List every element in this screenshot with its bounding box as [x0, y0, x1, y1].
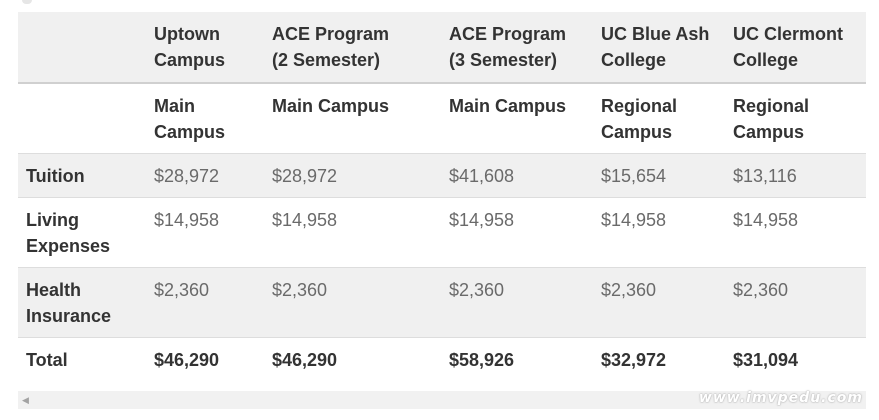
campus-type-cell: Regional Campus	[593, 83, 725, 154]
header-cell-clermont: UC Clermont College	[725, 12, 866, 84]
table-row-total: Total $46,290 $46,290 $58,926 $32,972 $3…	[18, 337, 866, 381]
table-row-tuition: Tuition $28,972 $28,972 $41,608 $15,654 …	[18, 153, 866, 198]
table-cell: $32,972	[593, 337, 725, 381]
corner-decoration	[22, 0, 32, 4]
table-row-health-insurance: Health Insurance $2,360 $2,360 $2,360 $2,…	[18, 267, 866, 338]
cost-table: Uptown Campus ACE Program (2 Semester) ACE…	[18, 12, 866, 381]
table-cell: $41,608	[441, 153, 593, 198]
header-cell-ace-3: ACE Program (3 Semester)	[441, 12, 593, 84]
campus-type-cell: Regional Campus	[725, 83, 866, 154]
scroll-left-arrow-icon[interactable]: ◀	[22, 395, 29, 405]
row-label: Tuition	[18, 153, 146, 198]
table-cell: $58,926	[441, 337, 593, 381]
table-cell: $2,360	[593, 267, 725, 338]
table-cell: $2,360	[725, 267, 866, 338]
row-label: Total	[18, 337, 146, 381]
watermark: www.imvpedu.com	[698, 390, 863, 406]
campus-type-cell: Main Campus	[264, 83, 441, 154]
table-cell: $14,958	[593, 197, 725, 268]
table-cell: $31,094	[725, 337, 866, 381]
header-cell-empty	[18, 12, 146, 84]
header-cell-blue-ash: UC Blue Ash College	[593, 12, 725, 84]
table-cell: $14,958	[264, 197, 441, 268]
table-cell: $2,360	[146, 267, 264, 338]
header-cell-ace-2: ACE Program (2 Semester)	[264, 12, 441, 84]
table-cell: $14,958	[725, 197, 866, 268]
table-cell: $2,360	[264, 267, 441, 338]
table-cell: $14,958	[146, 197, 264, 268]
table-cell: $28,972	[264, 153, 441, 198]
table-cell: $28,972	[146, 153, 264, 198]
table-cell: $46,290	[264, 337, 441, 381]
row-label: Living Expenses	[18, 197, 146, 268]
table-cell: $14,958	[441, 197, 593, 268]
table-row-living-expenses: Living Expenses $14,958 $14,958 $14,958 $…	[18, 197, 866, 268]
table-cell: $15,654	[593, 153, 725, 198]
header-row: Uptown Campus ACE Program (2 Semester) ACE…	[18, 12, 866, 84]
campus-type-cell: Main Campus	[441, 83, 593, 154]
table-cell: $2,360	[441, 267, 593, 338]
table-cell: $13,116	[725, 153, 866, 198]
header-cell-uptown: Uptown Campus	[146, 12, 264, 84]
campus-type-row: Main Campus Main Campus Main Campus Regi…	[18, 83, 866, 154]
table-cell: $46,290	[146, 337, 264, 381]
campus-type-cell-empty	[18, 83, 146, 154]
row-label: Health Insurance	[18, 267, 146, 338]
cost-table-container: Uptown Campus ACE Program (2 Semester) ACE…	[18, 12, 866, 381]
horizontal-scrollbar[interactable]: ◀	[18, 391, 866, 409]
campus-type-cell: Main Campus	[146, 83, 264, 154]
